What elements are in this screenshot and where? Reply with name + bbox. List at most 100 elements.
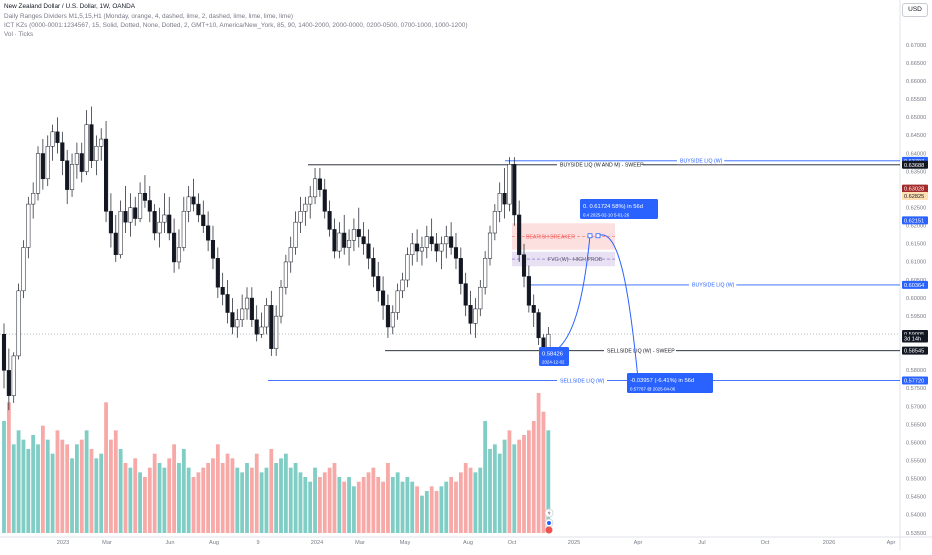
liquidity-levels[interactable]: BUYSIDE LIQ (W AND M) - SWEEP BUYSIDE LIQ… (268, 157, 900, 384)
time-tick[interactable]: Oct (761, 540, 770, 546)
buyside-w-top-level-label[interactable]: BUYSIDE LIQ (W) (680, 159, 723, 165)
event-icons[interactable] (544, 508, 554, 534)
price-tick[interactable]: 0.55000 (906, 477, 926, 483)
price-label-bg[interactable] (902, 184, 928, 193)
flag-icon[interactable] (545, 526, 553, 534)
price-label[interactable]: 0.63688 (904, 163, 924, 169)
target-down-callout-bg[interactable] (627, 373, 713, 393)
volume-bar (458, 472, 463, 533)
volume-bar (196, 472, 201, 533)
price-tick[interactable]: 0.63500 (906, 169, 926, 175)
target-down-callout-line2: 0.57767 @ 2025-04-06 (630, 387, 676, 392)
buyside-w-level-label[interactable]: BUYSIDE LIQ (W) (692, 283, 735, 289)
price-axis[interactable]: 0.67000 0.66500 0.66000 0.65500 0.65000 0.645… (902, 43, 928, 537)
volume-bar (2, 421, 6, 533)
time-tick[interactable]: 2026 (823, 540, 835, 546)
currency-button[interactable]: USD (902, 3, 928, 17)
candle-body (439, 243, 444, 252)
candle-body (152, 211, 157, 234)
price-label-bg[interactable] (902, 346, 928, 355)
price-tick[interactable]: 0.60500 (906, 278, 926, 284)
price-tick[interactable]: 0.54500 (906, 495, 926, 501)
volume-bar (162, 467, 167, 533)
time-tick[interactable]: Apr (634, 540, 643, 546)
candle-body (274, 315, 279, 349)
price-tick[interactable]: 0.67000 (906, 43, 926, 49)
time-tick[interactable]: Mar (355, 540, 365, 546)
projection-down-path[interactable] (597, 234, 639, 379)
price-tick[interactable]: 0.65500 (906, 97, 926, 103)
sellside-w-level-label[interactable]: SELLSIDE LIQ (W) (560, 378, 605, 384)
indicator-ict-kzs[interactable]: ICT KZs (0000-0001:1234567, 15, Solid, D… (4, 22, 468, 29)
price-label[interactable]: 0.62825 (904, 194, 924, 200)
candle-body (293, 221, 298, 248)
time-tick[interactable]: 2024 (311, 540, 323, 546)
price-label[interactable]: 0.58545 (904, 349, 924, 355)
price-tick[interactable]: 0.64000 (906, 151, 926, 157)
price-label-bg[interactable] (902, 334, 928, 343)
callouts[interactable]: 0.58426 2024-12-02 0. 0.61724 58%) in 56d 0… (539, 199, 713, 393)
buyside-w-and-m-level-label[interactable]: BUYSIDE LIQ (W AND M) - SWEEP (560, 163, 644, 169)
price-label-bg[interactable] (902, 376, 928, 385)
price-tick[interactable]: 0.57000 (906, 404, 926, 410)
time-tick[interactable]: 2023 (57, 540, 69, 546)
low-callout-bg[interactable] (539, 347, 569, 366)
price-label[interactable]: 0.63028 (904, 187, 924, 193)
price-tick[interactable]: 0.66500 (906, 61, 926, 67)
indicator-daily-ranges[interactable]: Daily Ranges Dividers M1,5,15,H1 (Monday… (4, 13, 294, 20)
sellside-w-level-label-bg (557, 376, 607, 384)
price-label-bg[interactable] (902, 280, 928, 289)
volume-bar (449, 477, 454, 533)
time-tick[interactable]: Aug (463, 540, 473, 546)
time-tick[interactable]: Oct (508, 540, 517, 546)
sellside-sweep-level-label[interactable]: SELLSIDE LIQ (W) - SWEEP (607, 348, 675, 354)
volume-bar (536, 393, 541, 533)
projection-up-handle[interactable] (587, 233, 593, 239)
price-label[interactable]: 0.57720 (904, 378, 924, 384)
price-tick[interactable]: 0.59500 (906, 314, 926, 320)
price-tick[interactable]: 0.56500 (906, 422, 926, 428)
price-tick[interactable]: 0.60000 (906, 296, 926, 302)
price-tick[interactable]: 0.61500 (906, 242, 926, 248)
time-tick[interactable]: Jul (698, 540, 705, 546)
indicator-volume[interactable]: Vol · Ticks (4, 31, 34, 38)
time-tick[interactable]: Mar (102, 540, 112, 546)
volume-bar (65, 444, 70, 533)
price-tick[interactable]: 0.65000 (906, 115, 926, 121)
price-label[interactable]: 0.62151 (904, 218, 924, 224)
target-up-callout-bg[interactable] (580, 199, 658, 219)
price-tick[interactable]: 0.62000 (906, 224, 926, 230)
time-tick[interactable]: Jun (165, 540, 174, 546)
price-tick[interactable]: 0.54000 (906, 513, 926, 519)
candle-body (138, 193, 143, 219)
price-label[interactable]: 3d 14h (904, 337, 921, 343)
price-tick[interactable]: 0.55500 (906, 459, 926, 465)
time-tick[interactable]: Apr (887, 540, 896, 546)
candle-body (366, 243, 371, 259)
time-axis[interactable]: 2023 Mar Jun Aug 9 2024 Mar May Aug Oct 2025 Apr Jul… (57, 540, 896, 546)
volume-bar (400, 481, 405, 533)
volume-bar (181, 449, 186, 533)
price-tick[interactable]: 0.58000 (906, 368, 926, 374)
price-tick[interactable]: 0.64500 (906, 133, 926, 139)
price-tick[interactable]: 0.57500 (906, 386, 926, 392)
time-tick[interactable]: May (400, 540, 411, 546)
projection-mid-handle[interactable] (595, 233, 601, 239)
price-tick[interactable]: 0.61000 (906, 260, 926, 266)
price-label-bg[interactable] (902, 160, 928, 169)
time-tick[interactable]: Aug (209, 540, 219, 546)
price-label-bg[interactable] (902, 191, 928, 200)
price-tick[interactable]: 0.53500 (906, 531, 926, 537)
buyside-w-level-label-bg (689, 281, 737, 289)
time-tick[interactable]: 9 (256, 540, 259, 546)
price-label-bg[interactable] (902, 216, 928, 225)
price-tick[interactable]: 0.56000 (906, 440, 926, 446)
price-tick[interactable]: 0.62500 (906, 206, 926, 212)
price-tick[interactable]: 0.66000 (906, 79, 926, 85)
time-tick[interactable]: 2025 (568, 540, 580, 546)
volume-bar (172, 444, 176, 533)
candle-body (79, 153, 84, 172)
price-label[interactable]: 0.60364 (904, 283, 924, 289)
